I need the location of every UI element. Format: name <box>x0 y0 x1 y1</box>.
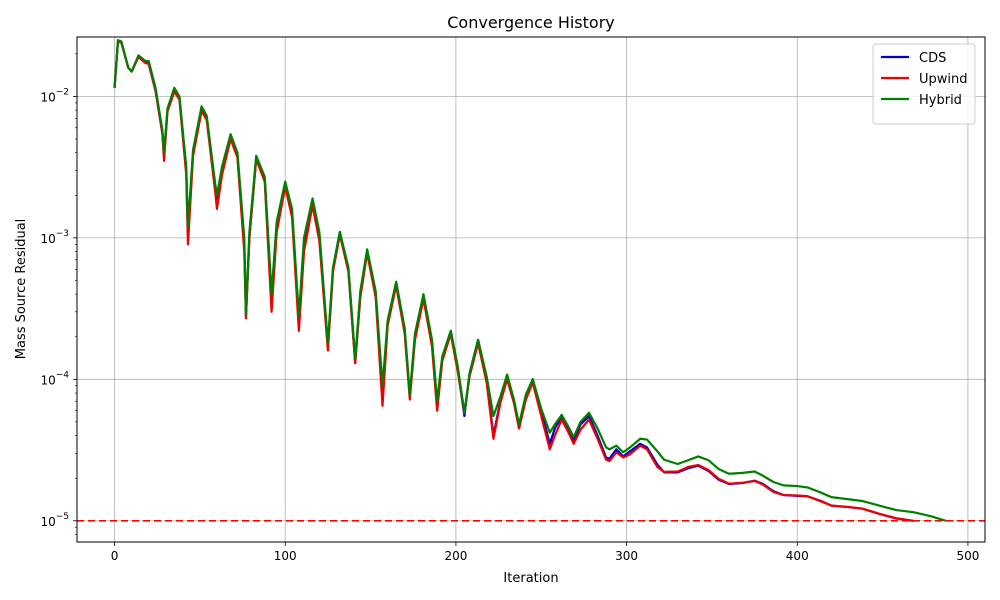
legend-label-upwind: Upwind <box>919 72 968 87</box>
x-tick-label: 300 <box>615 549 638 563</box>
x-tick-label: 400 <box>786 549 809 563</box>
y-tick-label: 10−4 <box>40 370 69 387</box>
x-tick-label: 0 <box>111 549 119 563</box>
series-line-hybrid <box>113 39 947 522</box>
axes: 0 100 200 300 400 500 10−5 10−4 10−3 10−2 <box>40 53 979 563</box>
legend: CDS Upwind Hybrid <box>872 43 976 125</box>
legend-label-cds: CDS <box>919 51 946 66</box>
y-tick-label: 10−2 <box>40 87 69 104</box>
y-tick-label: 10−3 <box>40 229 69 246</box>
x-tick-label: 500 <box>956 549 979 563</box>
y-tick-label: 10−5 <box>40 512 69 529</box>
x-tick-label: 200 <box>444 549 467 563</box>
legend-label-hybrid: Hybrid <box>919 93 962 108</box>
plot-area <box>77 39 985 522</box>
x-axis-label: Iteration <box>503 571 558 586</box>
legend-box <box>872 43 976 125</box>
chart-title: Convergence History <box>447 13 615 32</box>
plot-frame <box>76 36 986 543</box>
y-axis-label: Mass Source Residual <box>14 219 29 360</box>
x-tick-label: 100 <box>274 549 297 563</box>
